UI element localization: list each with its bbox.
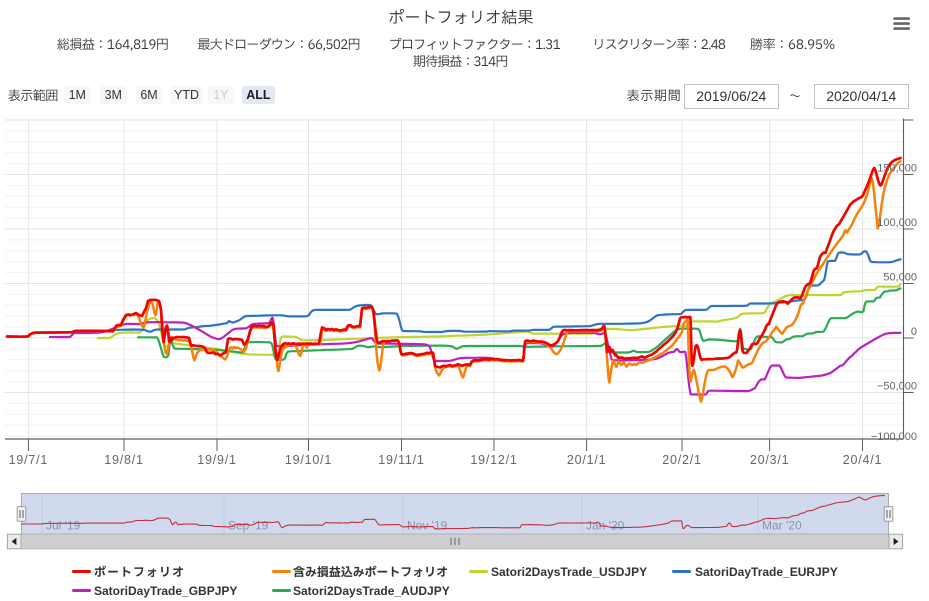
svg-text:19/8/1: 19/8/1 <box>104 453 144 467</box>
svg-text:−50,000: −50,000 <box>877 381 917 393</box>
svg-text:Jan '20: Jan '20 <box>586 519 625 533</box>
svg-text:150,000: 150,000 <box>877 163 917 175</box>
svg-text:19/9/1: 19/9/1 <box>197 453 237 467</box>
svg-text:20/2/1: 20/2/1 <box>662 453 702 467</box>
svg-text:19/11/1: 19/11/1 <box>378 453 424 467</box>
svg-text:Jul '19: Jul '19 <box>46 519 81 533</box>
svg-text:Nov '19: Nov '19 <box>407 519 448 533</box>
svg-text:0: 0 <box>911 326 917 338</box>
svg-text:20/4/1: 20/4/1 <box>843 453 883 467</box>
svg-text:100,000: 100,000 <box>877 217 917 229</box>
svg-text:50,000: 50,000 <box>883 272 917 284</box>
svg-text:19/10/1: 19/10/1 <box>285 453 332 467</box>
svg-text:19/12/1: 19/12/1 <box>470 453 517 467</box>
svg-text:20/1/1: 20/1/1 <box>567 453 607 467</box>
svg-text:Mar '20: Mar '20 <box>762 519 802 533</box>
svg-text:−100,000: −100,000 <box>871 431 917 443</box>
svg-text:20/3/1: 20/3/1 <box>750 453 790 467</box>
svg-text:19/7/1: 19/7/1 <box>9 453 49 467</box>
